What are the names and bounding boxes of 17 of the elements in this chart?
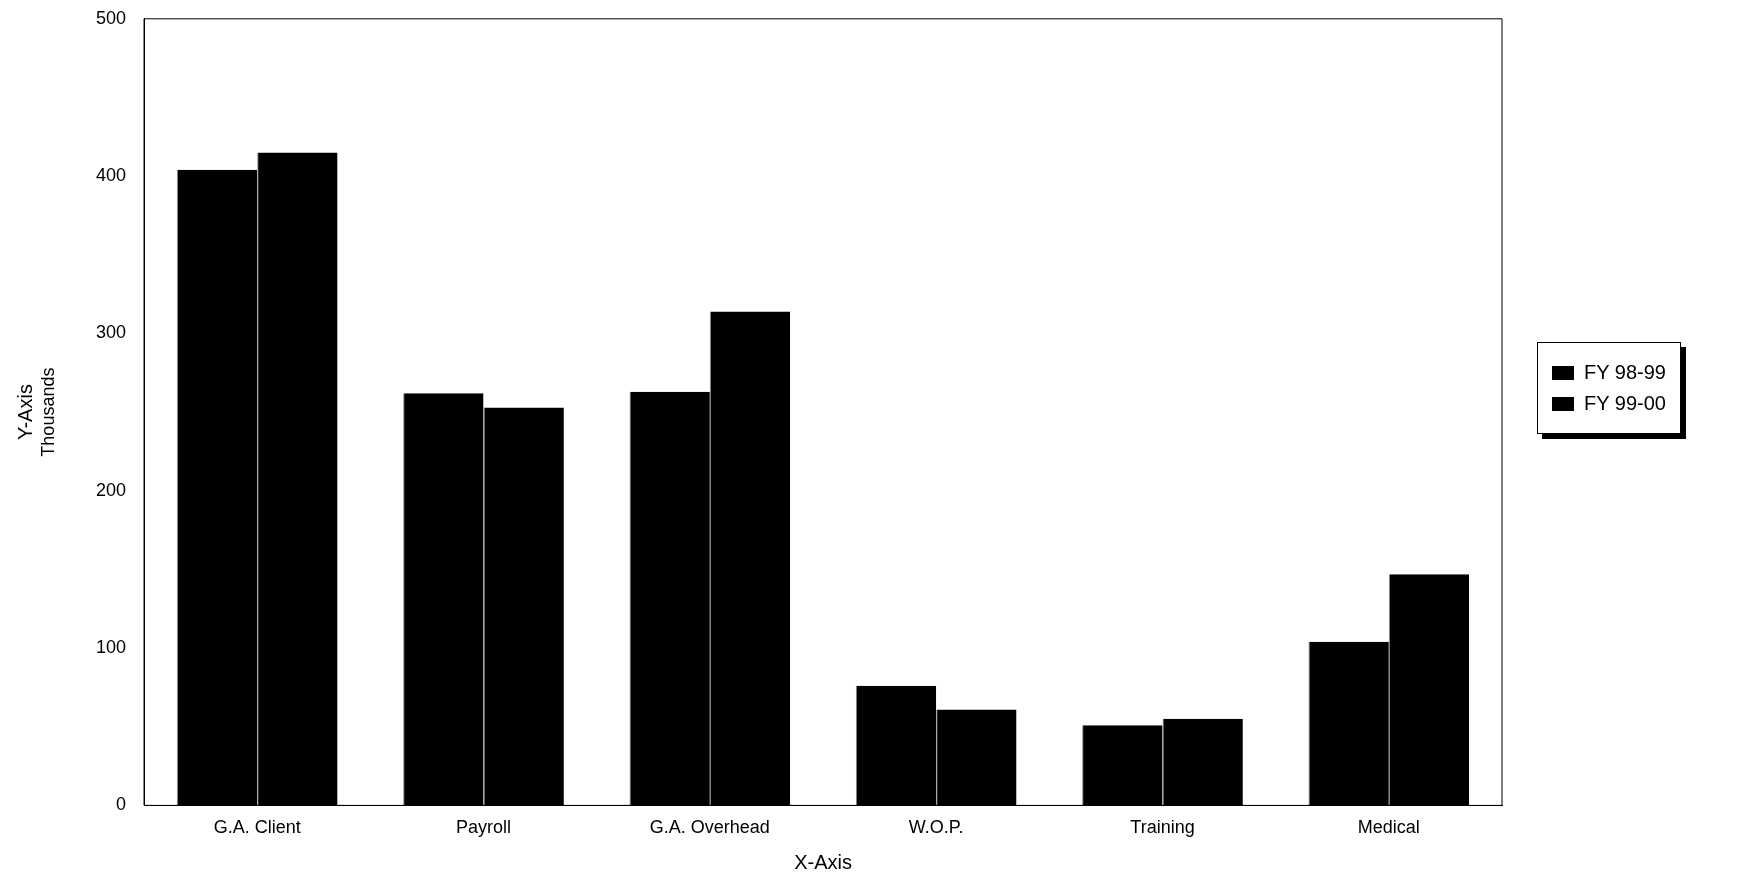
x-tick-label: G.A. Client [213, 817, 301, 838]
y-tick-label: 500 [95, 7, 127, 28]
y-tick-label: 0 [116, 794, 127, 815]
y-axis-title: Y-Axis [13, 384, 36, 441]
legend-label: FY 98-99 [1584, 361, 1666, 384]
x-tick-label: Medical [1357, 817, 1420, 838]
x-tick-label: W.O.P. [908, 817, 964, 838]
x-tick-label: Training [1130, 817, 1195, 838]
y-tick-label: 200 [95, 479, 127, 500]
text: Thousands [38, 367, 58, 457]
y-tick-label: 100 [95, 637, 127, 658]
y-tick-label: 400 [95, 165, 127, 186]
legend-label: FY 99-00 [1584, 392, 1666, 415]
x-tick-label: Payroll [456, 817, 512, 838]
y-tick-label: 300 [95, 322, 127, 343]
x-axis-title: X-Axis [794, 850, 852, 873]
x-tick-label: G.A. Overhead [649, 817, 770, 838]
